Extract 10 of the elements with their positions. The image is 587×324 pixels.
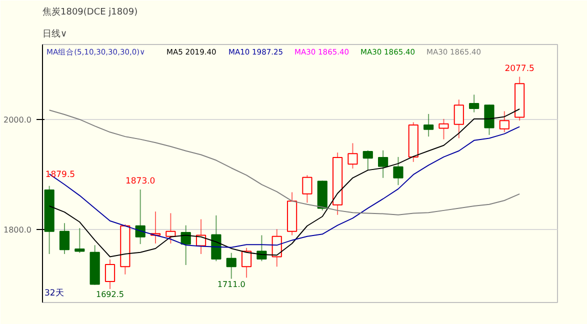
chart-title: 焦炭1809(DCE j1809) (42, 6, 138, 18)
annotation: 1879.5 (45, 170, 76, 180)
chart-subtitle: 日线∨ (42, 28, 68, 40)
annotation: 1692.5 (96, 290, 124, 299)
annotation: 1873.0 (125, 176, 156, 186)
annotation: 2077.5 (504, 64, 534, 74)
y-tick-label: 2000.0 (4, 115, 32, 124)
y-tick-label: 1800.0 (4, 226, 32, 235)
annotation: 32天 (44, 288, 64, 298)
annotation: 1711.0 (217, 280, 246, 289)
